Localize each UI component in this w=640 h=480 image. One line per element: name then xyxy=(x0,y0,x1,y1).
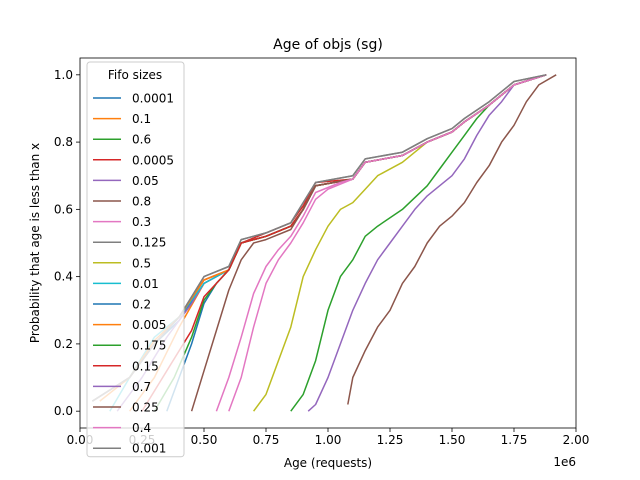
y-tick-label: 0.6 xyxy=(54,202,73,216)
legend: Fifo sizes 0.0001 0.1 0.6 0.0005 0.05 0.8 0.3 0.… xyxy=(86,61,185,458)
legend-label: 0.175 xyxy=(132,339,166,353)
legend-label: 0.001 xyxy=(132,442,166,456)
chart-title: Age of objs (sg) xyxy=(273,37,383,53)
legend-label: 0.6 xyxy=(132,133,151,147)
x-tick-label: 2.00 xyxy=(563,433,590,447)
x-axis-offset-label: 1e6 xyxy=(553,455,576,469)
x-tick-label: 1.00 xyxy=(315,433,342,447)
series-line-8 xyxy=(252,74,547,412)
legend-label: 0.2 xyxy=(132,298,151,312)
series-line-12 xyxy=(153,74,547,412)
legend-label: 0.01 xyxy=(132,277,159,291)
x-tick-label: 0.50 xyxy=(191,433,218,447)
x-tick-label: 1.75 xyxy=(501,433,528,447)
legend-label: 0.7 xyxy=(132,380,151,394)
legend-label: 0.0001 xyxy=(132,92,174,106)
legend-label: 0.05 xyxy=(132,174,159,188)
legend-title: Fifo sizes xyxy=(108,68,162,82)
series-line-2 xyxy=(290,74,547,412)
x-tick-label: 0.75 xyxy=(253,433,280,447)
y-tick-label: 0.2 xyxy=(54,337,73,351)
y-tick-label: 1.0 xyxy=(54,68,73,82)
series-line-6 xyxy=(228,74,547,412)
legend-label: 0.005 xyxy=(132,318,166,332)
legend-label: 0.25 xyxy=(132,401,159,415)
legend-label: 0.5 xyxy=(132,256,151,270)
x-axis-label: Age (requests) xyxy=(284,456,372,470)
y-tick-label: 0.8 xyxy=(54,135,73,149)
y-tick-label: 0.4 xyxy=(54,270,73,284)
series-line-13 xyxy=(141,74,547,412)
series-line-16 xyxy=(215,74,547,412)
legend-label: 0.1 xyxy=(132,112,151,126)
legend-label: 0.0005 xyxy=(132,153,174,167)
legend-label: 0.125 xyxy=(132,236,166,250)
x-tick-label: 1.50 xyxy=(439,433,466,447)
legend-label: 0.4 xyxy=(132,421,151,435)
series-line-14 xyxy=(307,74,547,412)
y-axis-label: Probability that age is less than x xyxy=(28,143,42,343)
legend-label: 0.8 xyxy=(132,195,151,209)
series-line-5 xyxy=(347,74,557,405)
legend-label: 0.3 xyxy=(132,215,151,229)
y-axis-ticks: 0.0 0.2 0.4 0.6 0.8 1.0 xyxy=(54,68,80,418)
legend-label: 0.15 xyxy=(132,359,159,373)
x-tick-label: 1.25 xyxy=(377,433,404,447)
y-tick-label: 0.0 xyxy=(54,404,73,418)
series-line-10 xyxy=(166,74,547,412)
legend-box xyxy=(86,61,185,458)
